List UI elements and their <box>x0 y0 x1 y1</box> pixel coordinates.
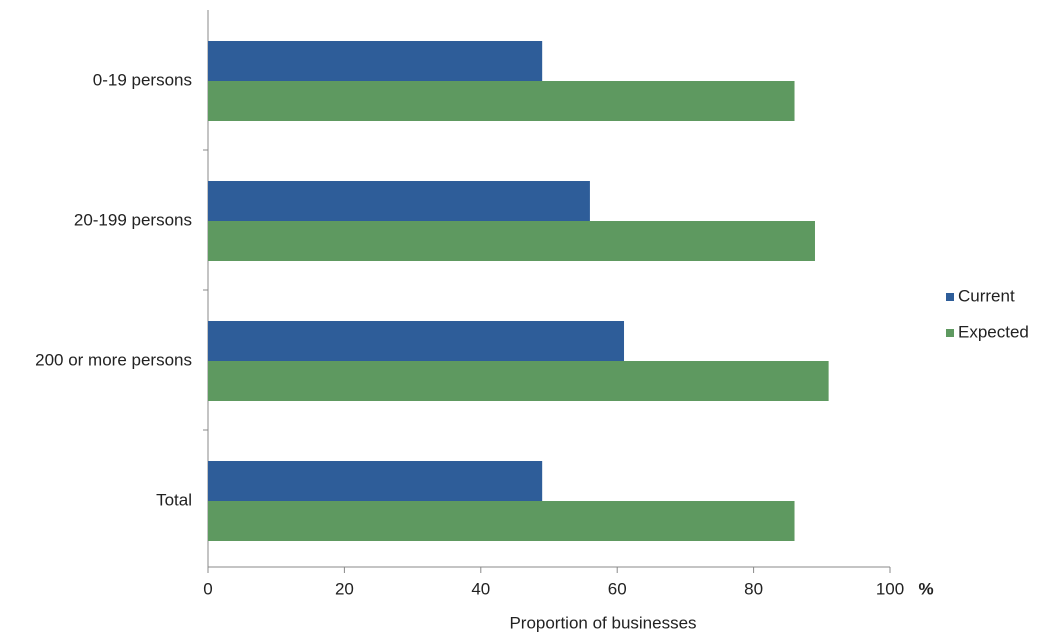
x-tick-label: 100 <box>876 579 904 598</box>
y-tick-label: 0-19 persons <box>93 70 192 89</box>
x-axis-label: Proportion of businesses <box>509 613 696 632</box>
bar <box>208 181 590 221</box>
bar <box>208 221 815 261</box>
x-tick-label: 80 <box>744 579 763 598</box>
y-tick-label: 20-199 persons <box>74 210 192 229</box>
bar <box>208 41 543 81</box>
x-unit: % <box>918 579 933 598</box>
legend-marker <box>946 293 954 301</box>
y-tick-label: Total <box>156 490 192 509</box>
bar <box>208 81 795 121</box>
legend-label: Current <box>958 286 1015 305</box>
x-tick-label: 40 <box>471 579 490 598</box>
legend-marker <box>946 329 954 337</box>
x-tick-label: 0 <box>203 579 212 598</box>
legend-label: Expected <box>958 322 1029 341</box>
x-tick-label: 20 <box>335 579 354 598</box>
bar <box>208 321 625 361</box>
bar <box>208 501 795 541</box>
y-tick-label: 200 or more persons <box>35 350 192 369</box>
x-tick-label: 60 <box>608 579 627 598</box>
bar <box>208 361 829 401</box>
bar <box>208 461 543 501</box>
